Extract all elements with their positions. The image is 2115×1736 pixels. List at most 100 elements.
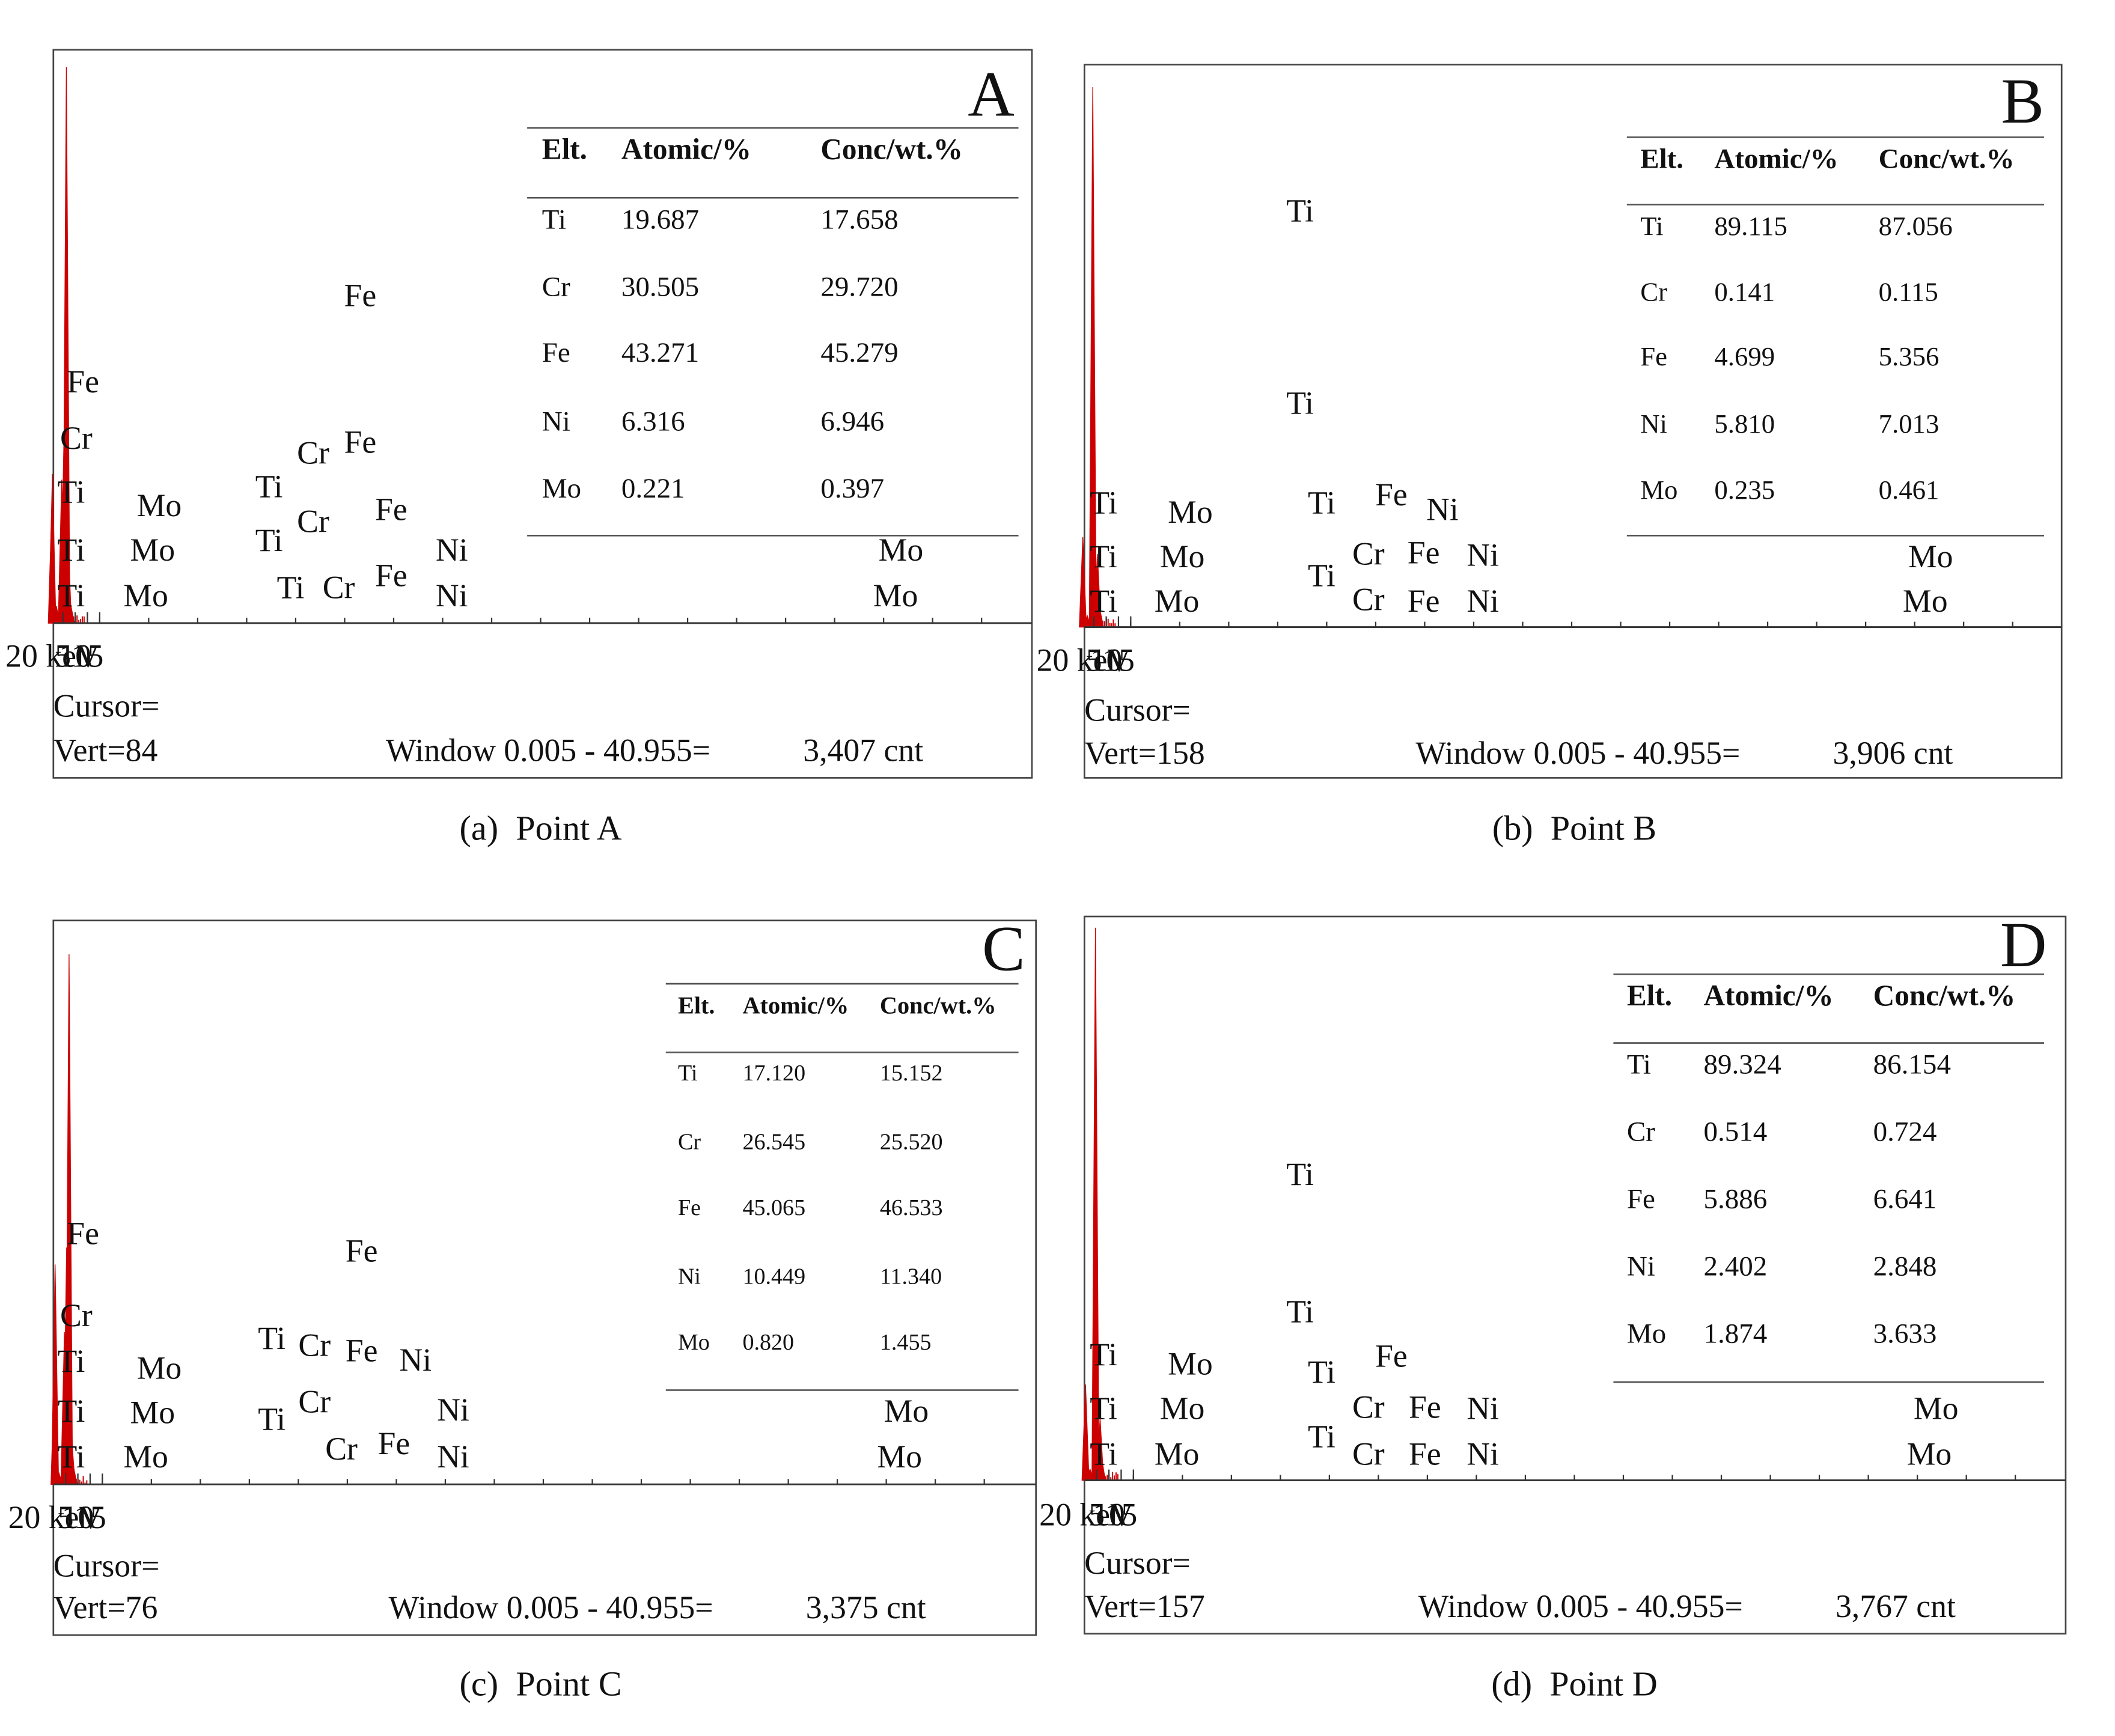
window-label: Window 0.005 - 40.955= bbox=[1418, 1588, 1743, 1624]
table-cell: 29.720 bbox=[820, 271, 898, 302]
peak-label: Mo bbox=[137, 1350, 182, 1386]
caption: (c) Point C bbox=[459, 1664, 621, 1704]
peak bbox=[1079, 537, 1087, 628]
table-footer: Mo bbox=[873, 577, 918, 614]
window-label: Window 0.005 - 40.955= bbox=[1415, 735, 1740, 771]
table-cell: 19.687 bbox=[621, 204, 699, 235]
window-label: Window 0.005 - 40.955= bbox=[388, 1589, 713, 1625]
peak-label: Ti bbox=[58, 532, 85, 568]
x-tick-label: 15 bbox=[72, 638, 104, 674]
table-cell: 0.221 bbox=[621, 473, 685, 504]
x-tick-label: 20 keV bbox=[8, 1499, 103, 1535]
table-cell: 0.141 bbox=[1714, 277, 1775, 307]
table-cell: 7.013 bbox=[1879, 409, 1940, 439]
table-cell: Ni bbox=[1640, 409, 1667, 439]
table-header: Atomic/% bbox=[621, 132, 751, 165]
table-cell: Cr bbox=[1627, 1116, 1655, 1148]
table-cell: 46.533 bbox=[880, 1195, 943, 1220]
table-cell: 17.120 bbox=[742, 1061, 805, 1086]
peak-label: Ti bbox=[58, 1439, 85, 1475]
peak-label: Fe bbox=[1408, 583, 1440, 619]
peak-label: Cr bbox=[297, 504, 329, 540]
peak-label: Fe bbox=[1375, 477, 1408, 513]
peak-label: Cr bbox=[60, 420, 93, 456]
count-label: 3,767 cnt bbox=[1836, 1588, 1956, 1624]
peak-label: Cr bbox=[298, 1327, 331, 1363]
peak-label: Mo bbox=[123, 577, 168, 614]
peak-label: Ti bbox=[1308, 1354, 1335, 1390]
table-cell: 26.545 bbox=[742, 1129, 805, 1154]
table-cell: Ni bbox=[1627, 1251, 1655, 1282]
table-cell: 43.271 bbox=[621, 337, 699, 368]
caption: (b) Point B bbox=[1492, 808, 1656, 847]
peak-label: Ti bbox=[258, 1320, 285, 1356]
peak-label: Mo bbox=[130, 532, 175, 568]
peak-label: Mo bbox=[1168, 1346, 1213, 1382]
peak-label: Ni bbox=[1426, 492, 1459, 528]
panel-letter: C bbox=[982, 913, 1025, 985]
table-cell: Ti bbox=[1627, 1049, 1651, 1080]
x-tick-label: 10 bbox=[59, 638, 91, 674]
peak-label: Fe bbox=[344, 278, 377, 314]
count-label: 3,407 cnt bbox=[803, 732, 923, 768]
peak-label: Mo bbox=[1155, 583, 1200, 619]
peak-label: Cr bbox=[1352, 1389, 1385, 1425]
peak-label: Ni bbox=[436, 577, 468, 614]
peak-label: Mo bbox=[1160, 538, 1205, 574]
table-footer: Mo bbox=[1903, 583, 1948, 619]
cursor-label: Cursor= bbox=[1084, 1545, 1191, 1581]
peak-label: Mo bbox=[1160, 1390, 1205, 1427]
peak-label: Fe bbox=[375, 557, 407, 593]
table-cell: Ti bbox=[542, 204, 566, 235]
panel-frame bbox=[1083, 64, 2063, 779]
peak-label: Mo bbox=[1155, 1436, 1200, 1472]
table-cell: 0.461 bbox=[1879, 475, 1940, 505]
table-header: Elt. bbox=[678, 992, 715, 1019]
table-cell: 6.316 bbox=[621, 406, 685, 437]
peak-label: Ti bbox=[1308, 557, 1335, 593]
table-footer: Mo bbox=[879, 532, 924, 568]
peak bbox=[1081, 1384, 1090, 1481]
peak-label: Ti bbox=[58, 577, 85, 614]
peak-label: Ti bbox=[58, 1343, 85, 1379]
peak-label: Fe bbox=[67, 364, 99, 400]
peak-label: Cr bbox=[297, 435, 329, 471]
table-cell: Cr bbox=[542, 271, 570, 302]
peak-label: Ni bbox=[436, 532, 468, 568]
table-cell: 89.115 bbox=[1714, 211, 1787, 241]
table-footer: Mo bbox=[1907, 1436, 1952, 1472]
peak-label: Ni bbox=[1466, 1390, 1499, 1427]
vert-label: Vert=158 bbox=[1084, 735, 1204, 771]
table-cell: 87.056 bbox=[1879, 211, 1953, 241]
vert-label: Vert=157 bbox=[1084, 1588, 1204, 1624]
table-cell: Ni bbox=[542, 406, 570, 437]
table-cell: Mo bbox=[1627, 1318, 1666, 1350]
table-cell: 0.820 bbox=[742, 1330, 794, 1355]
table-cell: Fe bbox=[1640, 341, 1667, 371]
peak-label: Ti bbox=[1286, 1293, 1314, 1329]
peak-label: Fe bbox=[1409, 1436, 1441, 1472]
peak-label: Ni bbox=[399, 1342, 432, 1378]
peak-label: Cr bbox=[323, 569, 355, 605]
peak-label: Ti bbox=[1286, 385, 1314, 421]
table-cell: 6.641 bbox=[1873, 1184, 1937, 1215]
peak-label: Mo bbox=[130, 1394, 175, 1430]
panel-letter: A bbox=[968, 59, 1015, 130]
table-cell: 15.152 bbox=[880, 1061, 943, 1086]
peak-label: Ni bbox=[1466, 583, 1499, 619]
peak bbox=[48, 474, 56, 624]
peak-label: Fe bbox=[375, 492, 407, 528]
vert-label: Vert=76 bbox=[53, 1589, 158, 1625]
cursor-label: Cursor= bbox=[1084, 692, 1191, 728]
peak-label: Fe bbox=[1409, 1389, 1441, 1425]
caption: (a) Point A bbox=[459, 808, 621, 847]
x-tick-label: 10 bbox=[1093, 1497, 1125, 1533]
table-cell: 0.514 bbox=[1703, 1116, 1767, 1148]
x-tick-label: 15 bbox=[1105, 1497, 1138, 1533]
table-cell: Fe bbox=[1627, 1184, 1655, 1215]
table-cell: Cr bbox=[678, 1129, 701, 1154]
panel-letter: B bbox=[2001, 65, 2044, 137]
peak-label: Cr bbox=[1352, 582, 1385, 618]
panel-frame bbox=[1083, 915, 2067, 1635]
peak-label: Ti bbox=[1308, 484, 1335, 520]
